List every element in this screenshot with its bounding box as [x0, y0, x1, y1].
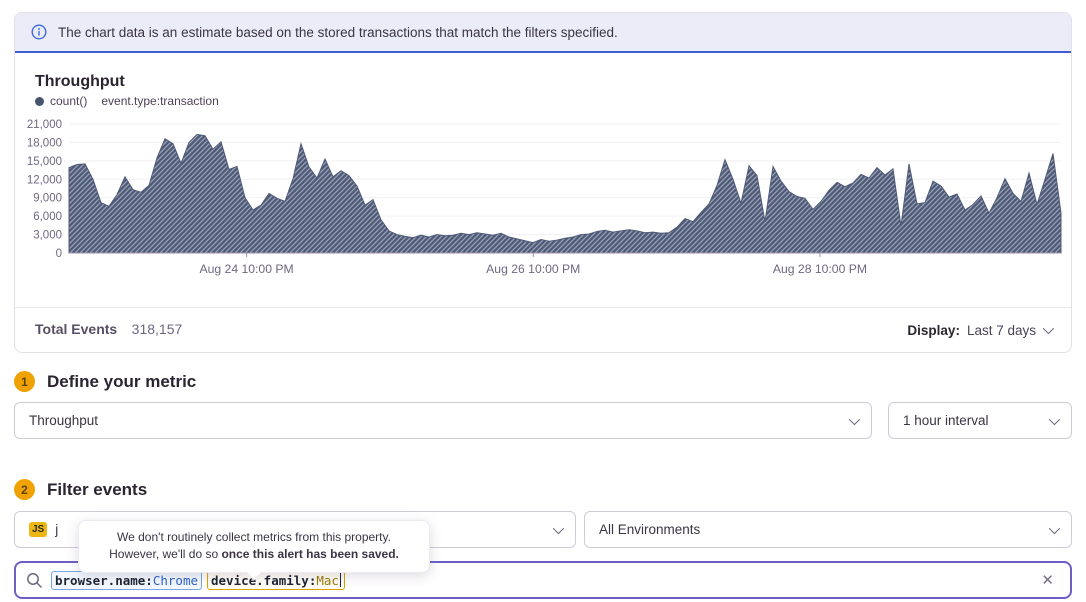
chart-header: Throughput count() event.type:transactio…	[15, 53, 1071, 108]
section-define-metric: 1 Define your metric	[14, 371, 1072, 392]
svg-text:18,000: 18,000	[27, 137, 62, 149]
project-select-value: j	[55, 522, 59, 537]
search-icon	[27, 572, 42, 588]
chevron-down-icon	[1048, 522, 1061, 534]
clear-search-icon[interactable]: ✕	[1041, 572, 1054, 589]
chevron-down-icon	[552, 522, 565, 534]
interval-select-value: 1 hour interval	[903, 413, 989, 428]
chevron-down-icon	[1042, 322, 1055, 335]
svg-text:21,000: 21,000	[27, 119, 62, 131]
display-value: Last 7 days	[966, 322, 1036, 338]
chevron-down-icon	[848, 413, 861, 425]
throughput-area-chart: 21,000 18,000 15,000 12,000 9,000 6,000 3,000 0…	[27, 119, 1062, 276]
filter-block: JS j All Environments We don't routinely…	[14, 511, 1072, 599]
legend-query-label: event.type:transaction	[101, 94, 219, 108]
section-2-title: Filter events	[47, 479, 148, 499]
step-1-badge: 1	[14, 371, 35, 392]
metric-row: Throughput 1 hour interval	[14, 402, 1072, 439]
svg-text:Aug 24 10:00 PM: Aug 24 10:00 PM	[199, 262, 293, 276]
token-value: Chrome	[152, 572, 198, 588]
total-events-value: 318,157	[131, 321, 183, 337]
svg-text:0: 0	[56, 248, 62, 260]
legend-series-label: count()	[50, 94, 88, 108]
total-events-label: Total Events	[35, 321, 118, 337]
section-1-title: Define your metric	[47, 371, 197, 391]
chart-panel: The chart data is an estimate based on t…	[14, 12, 1072, 353]
info-icon	[31, 24, 47, 40]
svg-text:Aug 26 10:00 PM: Aug 26 10:00 PM	[486, 262, 580, 276]
search-token-list: browser.name: Chrome device.family: Mac	[51, 570, 1037, 590]
token-key: browser.name:	[55, 572, 153, 588]
environment-select-value: All Environments	[599, 522, 701, 537]
filter-token-browser-name[interactable]: browser.name: Chrome	[51, 570, 202, 590]
chart-footer: Total Events 318,157 Display: Last 7 day…	[15, 307, 1071, 352]
total-events: Total Events 318,157	[35, 321, 182, 339]
filter-token-device-family[interactable]: device.family: Mac	[207, 570, 346, 590]
svg-text:3,000: 3,000	[33, 230, 62, 242]
chart-title: Throughput	[35, 73, 125, 90]
interval-select[interactable]: 1 hour interval	[888, 402, 1072, 439]
token-key: device.family:	[211, 572, 317, 588]
estimate-info-banner: The chart data is an estimate based on t…	[15, 13, 1071, 53]
banner-text: The chart data is an estimate based on t…	[58, 24, 618, 40]
tooltip-line2-prefix: However, we'll do so	[109, 547, 222, 562]
javascript-platform-icon: JS	[29, 522, 48, 537]
display-label: Display:	[907, 322, 960, 338]
svg-text:Aug 28 10:00 PM: Aug 28 10:00 PM	[773, 262, 867, 276]
tooltip-line2-bold: once this alert has been saved.	[221, 547, 399, 562]
legend-dot-icon	[35, 96, 44, 106]
environment-select[interactable]: All Environments	[584, 511, 1072, 548]
section-filter-events: 2 Filter events	[14, 479, 1072, 500]
metric-select-value: Throughput	[29, 413, 99, 428]
tooltip-line1: We don't routinely collect metrics from …	[117, 530, 391, 544]
display-period-dropdown[interactable]: Display: Last 7 days	[907, 322, 1055, 338]
svg-text:6,000: 6,000	[33, 211, 62, 223]
chevron-down-icon	[1048, 413, 1061, 425]
metric-select[interactable]: Throughput	[14, 402, 872, 439]
svg-text:12,000: 12,000	[27, 174, 62, 186]
text-cursor	[339, 573, 342, 587]
chart-legend: count() event.type:transaction	[35, 94, 1051, 108]
token-value: Mac	[316, 572, 339, 588]
step-2-badge: 2	[14, 479, 35, 500]
metrics-collection-tooltip: We don't routinely collect metrics from …	[78, 520, 430, 573]
svg-text:9,000: 9,000	[33, 193, 62, 205]
throughput-chart: 21,000 18,000 15,000 12,000 9,000 6,000 3,000 0…	[15, 118, 1071, 285]
svg-text:15,000: 15,000	[27, 156, 62, 168]
